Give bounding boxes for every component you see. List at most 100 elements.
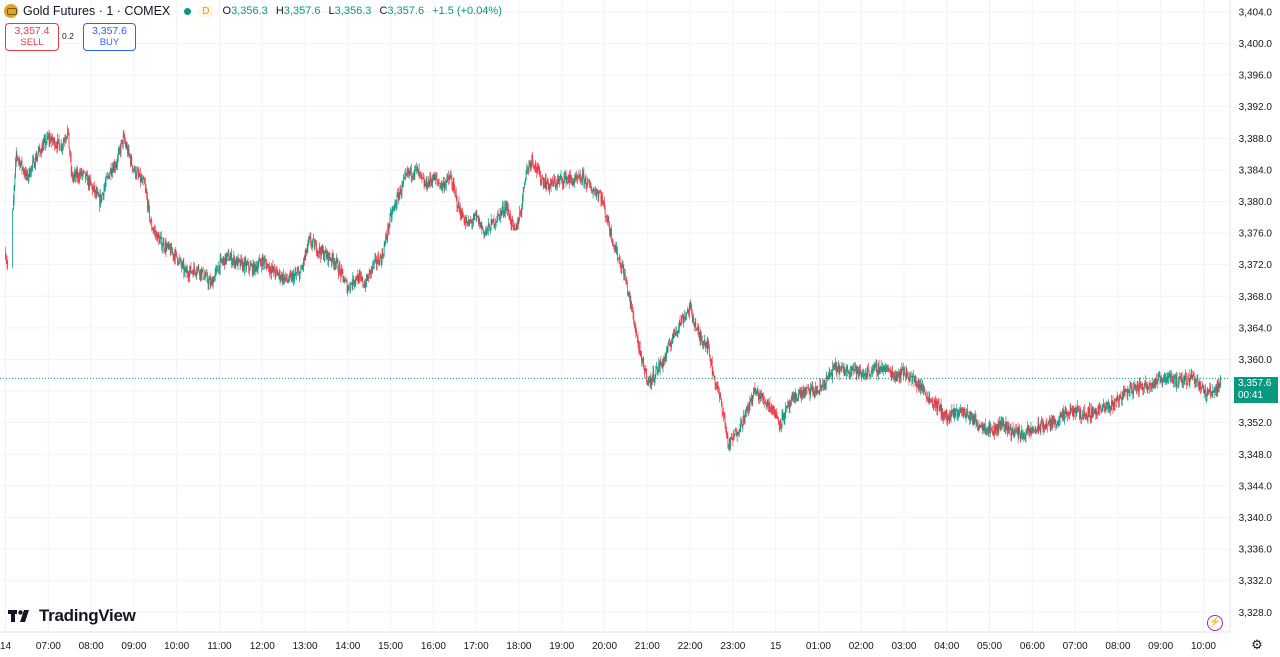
candle-body — [147, 202, 149, 209]
sell-button[interactable]: 3,357.4 SELL — [5, 23, 59, 51]
candle-body — [671, 342, 672, 347]
candle-body — [897, 372, 899, 375]
candle-body — [467, 222, 468, 226]
candle-body — [577, 177, 578, 179]
candle-body — [1136, 390, 1137, 392]
candle-body — [500, 211, 501, 219]
candle-body — [1170, 376, 1172, 378]
candle-body — [988, 423, 990, 433]
candle-body — [892, 374, 894, 378]
candle-body — [714, 375, 716, 385]
candle-body — [95, 190, 97, 195]
candle-body — [549, 184, 551, 188]
candle-body — [150, 221, 152, 223]
candle-body — [49, 137, 51, 141]
candle-body — [964, 409, 965, 412]
candle-body — [252, 263, 254, 274]
candle-body — [143, 178, 145, 182]
tradingview-logo[interactable]: TradingView — [8, 606, 136, 626]
candle-body — [867, 368, 869, 372]
candle-body — [284, 277, 285, 282]
candle-body — [390, 212, 392, 218]
candle-body — [217, 270, 219, 273]
candle-body — [1071, 409, 1072, 411]
candle-body — [536, 169, 538, 173]
candle-body — [989, 426, 991, 432]
candle-body — [708, 341, 709, 348]
candle-body — [763, 397, 764, 401]
candle-body — [222, 260, 224, 263]
candle-body — [773, 405, 775, 416]
candle-body — [137, 171, 139, 175]
candle-body — [211, 279, 212, 282]
candle-body — [1019, 433, 1021, 438]
sell-label: SELL — [20, 37, 44, 48]
candle-body — [760, 396, 762, 399]
candle-body — [1017, 428, 1018, 432]
candle-body — [776, 417, 778, 418]
candle-body — [818, 392, 820, 394]
candle-body — [375, 257, 377, 265]
candle-body — [1131, 388, 1133, 395]
candle-body — [563, 177, 565, 185]
candle-body — [87, 174, 88, 185]
candle-body — [548, 184, 550, 190]
price-tick-label: 3,360.0 — [1239, 355, 1273, 366]
candle-body — [402, 183, 404, 184]
candle-body — [938, 401, 940, 410]
candle-body — [43, 143, 44, 151]
candle-body — [782, 412, 784, 415]
candle-body — [328, 253, 330, 258]
candle-body — [954, 409, 956, 416]
candle-body — [429, 176, 431, 184]
candle-body — [842, 366, 844, 368]
candle-body — [1153, 379, 1155, 384]
candle-body — [47, 135, 49, 138]
candle-body — [721, 405, 723, 413]
lightning-icon[interactable]: ⚡ — [1207, 615, 1223, 631]
candle-body — [406, 173, 408, 175]
candle-body — [777, 417, 779, 420]
symbol-title[interactable]: Gold Futures · 1 · COMEX — [23, 4, 171, 18]
candle-body — [1123, 389, 1124, 397]
candle-body — [393, 207, 394, 210]
candle-body — [86, 174, 88, 175]
candle-body — [60, 150, 61, 151]
candle-body — [1200, 386, 1201, 389]
candle-body — [1044, 425, 1045, 428]
candle-body — [944, 412, 945, 416]
candle-body — [482, 229, 484, 231]
candle-body — [199, 271, 200, 276]
candle-body — [730, 438, 732, 447]
candle-body — [1096, 410, 1097, 416]
candle-body — [1133, 388, 1134, 394]
candle-body — [1098, 406, 1100, 412]
settings-gear-icon[interactable]: ⚙ — [1251, 637, 1263, 652]
candle-body — [835, 361, 836, 369]
candle-body — [142, 178, 144, 180]
candle-body — [758, 394, 760, 401]
candle-body — [186, 269, 188, 273]
candle-body — [174, 251, 176, 261]
candle-body — [766, 404, 768, 406]
time-tick-label: 15:00 — [378, 641, 403, 652]
candle-body — [280, 278, 282, 280]
candle-body — [366, 275, 368, 280]
candle-body — [343, 275, 344, 283]
time-axis[interactable]: 14 07:00 08:00 09:00 10:00 11:00 12:00 13:00 14:… — [0, 641, 1216, 652]
candle-body — [540, 181, 542, 183]
candle-body — [812, 386, 814, 393]
candle-body — [542, 179, 544, 186]
candle-body — [1139, 382, 1141, 385]
buy-button[interactable]: 3,357.6 BUY — [83, 23, 136, 51]
candle-body — [418, 169, 419, 174]
candle-body — [795, 396, 797, 400]
candle-body — [395, 205, 397, 207]
candle-body — [346, 280, 347, 282]
candle-body — [595, 194, 597, 197]
candle-body — [273, 267, 275, 271]
candle-body — [218, 265, 220, 273]
candle-body — [922, 384, 924, 392]
candle-body — [240, 259, 242, 266]
